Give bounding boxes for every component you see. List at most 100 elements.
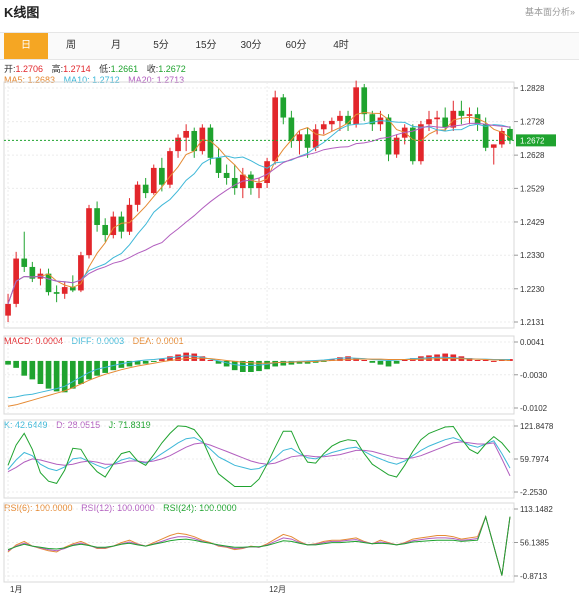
macd-bar bbox=[167, 356, 173, 361]
candle-body bbox=[239, 174, 246, 189]
diff-label: DIFF: 0.0003 bbox=[71, 336, 125, 346]
candle-body bbox=[150, 167, 157, 194]
tab-7[interactable]: 4时 bbox=[333, 40, 349, 51]
macd-bar bbox=[78, 360, 84, 384]
macd-bar bbox=[207, 360, 214, 361]
macd-bar bbox=[239, 360, 246, 372]
macd-bar bbox=[118, 360, 125, 368]
candle-body bbox=[118, 216, 125, 232]
macd-bar bbox=[13, 360, 19, 368]
macd-bar bbox=[256, 360, 262, 372]
macd-bar bbox=[69, 360, 76, 389]
macd-pane-frame bbox=[3, 335, 515, 415]
macd-bar bbox=[377, 360, 384, 365]
macd-bar bbox=[150, 360, 157, 362]
macd-bar bbox=[369, 360, 376, 363]
macd-bar bbox=[304, 360, 311, 364]
candle-body bbox=[377, 117, 384, 125]
candle-body bbox=[401, 127, 408, 138]
macd-bar bbox=[280, 360, 287, 366]
macd-bar bbox=[102, 360, 109, 373]
candle-body bbox=[61, 287, 68, 294]
candle-body bbox=[21, 258, 28, 267]
macd-tick-label: -0.0102 bbox=[520, 404, 548, 413]
tab-6[interactable]: 60分 bbox=[285, 40, 307, 51]
macd-bar bbox=[474, 360, 481, 361]
k-label: K: 42.6449 bbox=[4, 420, 48, 430]
kdj-tick-label: 59.7974 bbox=[520, 455, 549, 464]
macd-bar bbox=[434, 354, 440, 361]
close-value: 1.2672 bbox=[158, 64, 186, 74]
macd-bar bbox=[248, 360, 254, 372]
candle-body bbox=[272, 97, 279, 162]
d-label: D: 28.0515 bbox=[56, 420, 101, 430]
macd-bar bbox=[175, 354, 181, 361]
tab-5[interactable]: 30分 bbox=[240, 40, 262, 51]
macd-tick-label: 0.0041 bbox=[520, 338, 545, 347]
last-price-label: 1.2672 bbox=[520, 136, 545, 145]
candle-body bbox=[231, 177, 238, 189]
tab-3[interactable]: 5分 bbox=[153, 40, 169, 51]
candle-body bbox=[45, 273, 52, 293]
candle-body bbox=[86, 208, 92, 256]
candle-body bbox=[418, 124, 424, 162]
candle-body bbox=[134, 184, 141, 205]
fundamentals-link[interactable]: 基本面分析» bbox=[524, 7, 575, 17]
ma10-line bbox=[7, 120, 511, 305]
macd-bar bbox=[5, 360, 11, 365]
candle-body bbox=[102, 224, 109, 236]
open-label: 开: bbox=[4, 64, 16, 74]
high-label: 高: bbox=[51, 64, 64, 74]
macd-bar bbox=[110, 360, 117, 371]
ma10-label: MA10: 1.2712 bbox=[63, 75, 120, 85]
candle-body bbox=[215, 157, 222, 173]
macd-bar bbox=[126, 360, 133, 367]
candle-body bbox=[329, 120, 335, 125]
macd-bar bbox=[442, 353, 449, 361]
candle-body bbox=[482, 124, 489, 148]
candle-body bbox=[183, 130, 189, 138]
macd-bar bbox=[499, 360, 505, 361]
rsi12-line bbox=[7, 515, 511, 576]
price-tick-label: 1.2728 bbox=[520, 118, 545, 127]
macd-bar bbox=[61, 360, 68, 393]
macd-bar bbox=[223, 360, 230, 367]
macd-bar bbox=[482, 360, 489, 361]
macd-label: MACD: 0.0004 bbox=[4, 336, 64, 346]
macd-bar bbox=[458, 356, 465, 361]
candle-body bbox=[434, 117, 440, 120]
macd-bar bbox=[353, 358, 359, 361]
candle-body bbox=[337, 115, 343, 121]
tab-2[interactable]: 月 bbox=[111, 40, 121, 51]
macd-bar bbox=[385, 360, 392, 367]
price-tick-label: 1.2330 bbox=[520, 251, 545, 260]
timeframe-tabs: 日 周 月 5分 15分 30分 60分 4时 bbox=[0, 32, 579, 60]
macd-bar bbox=[418, 356, 424, 361]
candle-body bbox=[474, 114, 481, 125]
tab-4[interactable]: 15分 bbox=[195, 40, 217, 51]
kdj-pane-frame bbox=[3, 419, 515, 499]
rsi24-line bbox=[7, 515, 511, 576]
candle-body bbox=[450, 110, 457, 128]
candle-body bbox=[69, 287, 76, 291]
candle-body bbox=[142, 184, 149, 194]
tab-1[interactable]: 周 bbox=[66, 40, 76, 51]
candle-body bbox=[280, 97, 287, 118]
candle-body bbox=[320, 124, 327, 130]
candle-body bbox=[199, 127, 206, 152]
low-value: 1.2661 bbox=[110, 64, 139, 74]
macd-bar bbox=[45, 360, 52, 389]
price-tick-label: 1.2828 bbox=[520, 84, 545, 93]
candle-body bbox=[13, 258, 19, 304]
macd-bar bbox=[320, 360, 327, 362]
macd-bar bbox=[86, 360, 92, 380]
candle-body bbox=[94, 208, 100, 225]
tab-0[interactable]: 日 bbox=[4, 33, 48, 59]
j-line bbox=[7, 425, 511, 487]
candle-body bbox=[223, 172, 230, 178]
macd-bar bbox=[450, 354, 457, 361]
macd-bar bbox=[401, 360, 408, 361]
x-tick-label: 12月 bbox=[269, 585, 286, 594]
candle-body bbox=[37, 273, 44, 279]
candle-body bbox=[175, 137, 181, 152]
